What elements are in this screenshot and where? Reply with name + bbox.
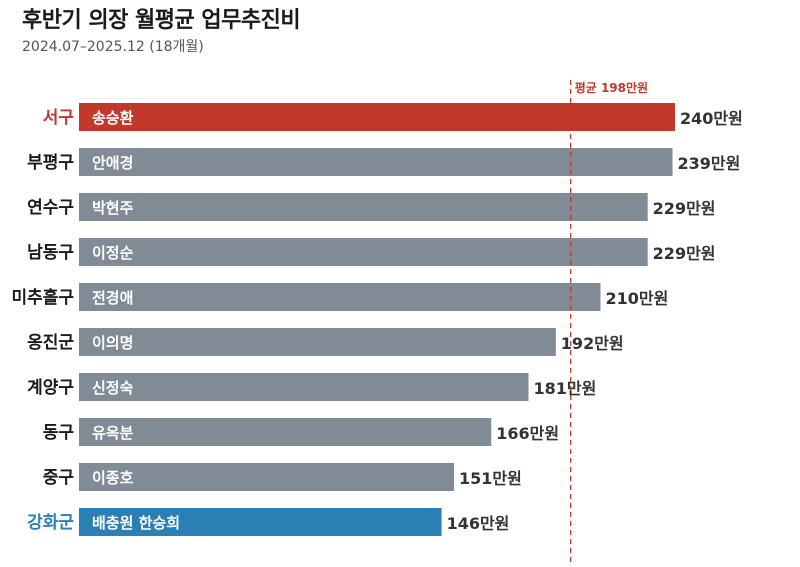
bar [79, 373, 529, 401]
bar-name-label: 이의명 [92, 334, 133, 352]
bar [79, 283, 601, 311]
category-label: 부평구 [27, 153, 74, 173]
bar [79, 508, 442, 536]
category-label: 계양구 [27, 378, 74, 398]
bar [79, 238, 648, 266]
value-label: 192만원 [561, 334, 624, 353]
average-label: 평균 198만원 [575, 80, 648, 95]
value-label: 181만원 [533, 379, 596, 398]
category-label: 중구 [43, 468, 75, 488]
value-label: 240만원 [680, 109, 743, 128]
value-label: 229만원 [653, 199, 716, 218]
chart-title: 후반기 의장 월평균 업무추진비 [22, 8, 301, 33]
bar-name-label: 안애경 [92, 154, 133, 172]
category-label: 옹진군 [27, 333, 74, 353]
bar [79, 328, 556, 356]
bar-name-label: 박현주 [92, 199, 134, 217]
chart-subtitle: 2024.07–2025.12 (18개월) [22, 39, 204, 55]
bar [79, 148, 673, 176]
value-label: 151만원 [459, 469, 522, 488]
bar-name-label: 이종호 [92, 469, 134, 487]
value-label: 166만원 [496, 424, 559, 443]
category-label: 강화군 [27, 513, 74, 533]
bar [79, 463, 454, 491]
category-label: 서구 [43, 108, 75, 128]
bar [79, 418, 492, 446]
bar-name-label: 이정순 [92, 244, 134, 262]
bar-name-label: 신정숙 [92, 379, 134, 397]
bar-name-label: 송승환 [92, 109, 134, 127]
value-label: 146만원 [447, 514, 510, 533]
category-label: 미추홀구 [11, 287, 74, 308]
bar [79, 103, 675, 131]
bar [79, 193, 648, 221]
value-label: 210만원 [606, 289, 669, 308]
category-label: 연수구 [27, 198, 74, 218]
value-label: 229만원 [653, 244, 716, 263]
category-label: 남동구 [27, 243, 74, 263]
bar-name-label: 유옥분 [92, 424, 134, 442]
value-label: 239만원 [678, 154, 741, 173]
category-label: 동구 [43, 423, 75, 443]
bar-name-label: 배충원 한승희 [92, 514, 180, 532]
bar-name-label: 전경애 [92, 289, 133, 307]
